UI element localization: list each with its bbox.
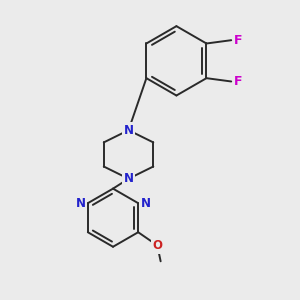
Text: N: N	[124, 124, 134, 137]
Text: F: F	[234, 34, 242, 47]
Text: N: N	[76, 197, 85, 210]
Text: N: N	[124, 172, 134, 185]
Text: N: N	[140, 197, 150, 210]
Text: F: F	[234, 75, 242, 88]
Text: O: O	[152, 239, 162, 252]
